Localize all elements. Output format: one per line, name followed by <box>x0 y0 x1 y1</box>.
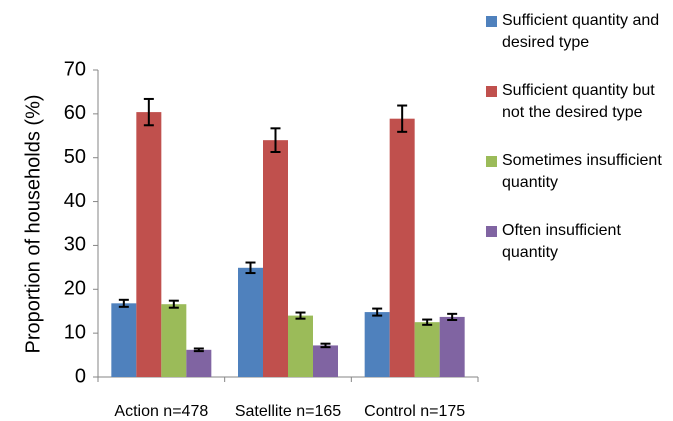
bar <box>111 303 137 377</box>
bar <box>439 316 465 377</box>
error-bar <box>397 104 408 133</box>
legend-swatch <box>486 226 497 237</box>
legend-swatch <box>486 16 497 27</box>
bar <box>136 112 162 378</box>
error-bar <box>270 127 281 154</box>
legend-label: Sufficient quantity but not the desired … <box>502 82 655 121</box>
error-bar <box>193 347 204 353</box>
bar <box>238 267 263 377</box>
y-axis-title: Proportion of households (%) <box>22 94 44 353</box>
y-tick-label: 60 <box>64 102 86 124</box>
y-tick-label: 10 <box>64 321 86 343</box>
error-bar <box>168 299 179 309</box>
bar <box>161 304 187 377</box>
legend-item: Sufficient quantity but not the desired … <box>486 80 666 124</box>
bar <box>364 312 390 377</box>
legend-label: Sometimes insufficient quantity <box>502 152 662 191</box>
error-bar <box>447 312 458 321</box>
y-tick-label: 30 <box>64 234 86 256</box>
bar <box>414 322 440 377</box>
legend-swatch <box>486 156 497 167</box>
legend-swatch <box>486 86 497 97</box>
bar <box>389 118 415 377</box>
error-bar <box>295 311 306 320</box>
error-bar <box>143 97 154 127</box>
x-tick-label: Control n=175 <box>364 403 465 420</box>
legend-item: Sufficient quantity and desired type <box>486 10 666 54</box>
legend-item: Often insufficient quantity <box>486 220 666 264</box>
error-bar <box>372 307 383 317</box>
error-bar <box>118 298 129 308</box>
error-bar <box>422 318 433 326</box>
bar <box>186 349 212 377</box>
y-tick-label: 20 <box>64 278 86 300</box>
y-tick-label: 50 <box>64 146 86 168</box>
y-tick-label: 40 <box>64 190 86 212</box>
error-bar <box>320 342 331 349</box>
legend-label: Sufficient quantity and desired type <box>502 12 660 51</box>
x-tick-label: Satellite n=165 <box>235 403 341 420</box>
legend-item: Sometimes insufficient quantity <box>486 150 666 194</box>
error-bar <box>245 261 256 275</box>
bar <box>313 345 338 377</box>
x-tick-label: Action n=478 <box>114 403 208 420</box>
bar <box>263 140 288 377</box>
y-tick-label: 70 <box>64 58 86 80</box>
legend-label: Often insufficient quantity <box>502 222 621 261</box>
y-tick-label: 0 <box>75 365 86 387</box>
bar <box>288 315 313 377</box>
